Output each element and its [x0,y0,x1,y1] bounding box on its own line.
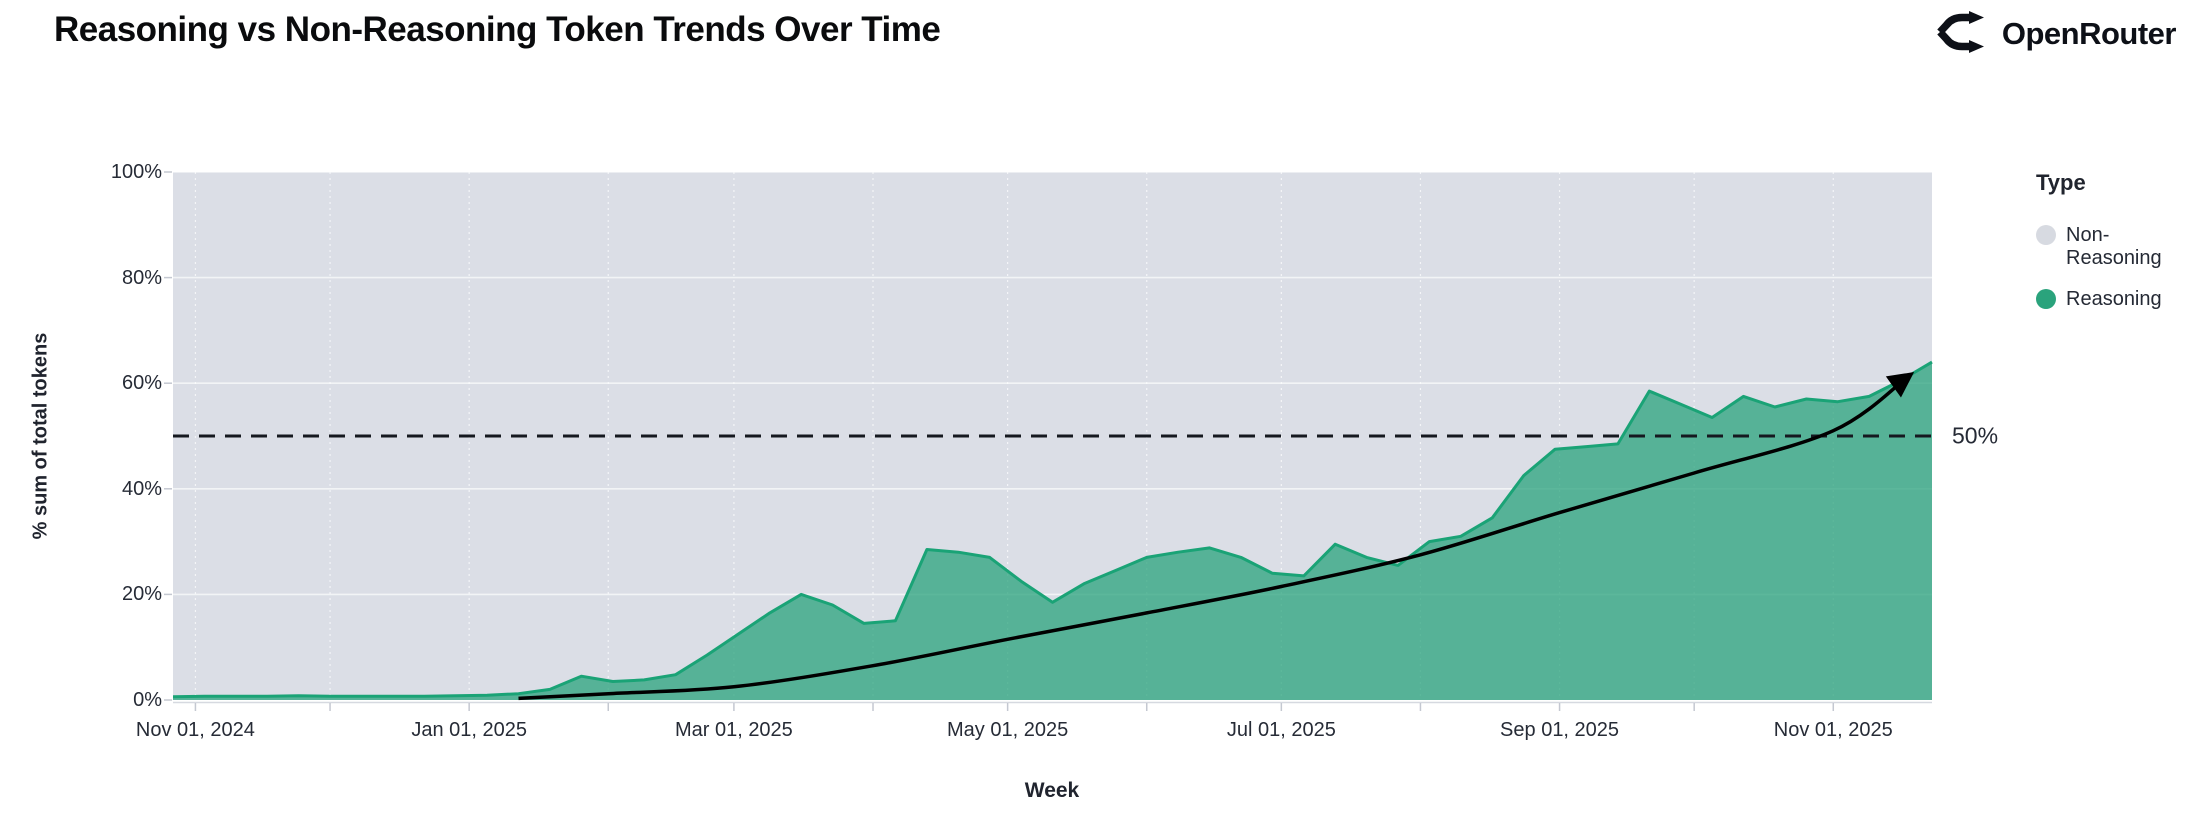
x-tick-label: Nov 01, 2024 [135,719,255,741]
fifty-percent-annotation: 50% [1952,422,1999,449]
y-tick-label: 100% [110,161,162,183]
x-tick-label: Jul 01, 2025 [1226,719,1336,741]
trend-arrow [518,372,1915,701]
chart-legend: Type Non-Reasoning Reasoning [2036,170,2196,329]
y-tick-label: 40% [121,477,162,500]
legend-swatch-non-reasoning [2036,225,2056,245]
reasoning-line [172,360,1933,699]
x-axis-title: Week [1024,779,1080,802]
legend-label-reasoning: Reasoning [2066,288,2162,310]
openrouter-icon [1934,7,1988,62]
legend-swatch-reasoning [2036,289,2056,309]
reasoning-area [173,362,1932,700]
brand-logo: OpenRouter [1934,7,2177,62]
x-tick-label: Sep 01, 2025 [1500,719,1620,741]
x-tick-label: Mar 01, 2025 [674,719,793,741]
y-tick-label: 0% [133,689,162,711]
legend-item-non-reasoning[interactable]: Non-Reasoning [2036,224,2196,270]
y-tick-label: 80% [121,266,162,289]
legend-title: Type [2036,170,2086,195]
brand-name: OpenRouter [2001,16,2177,51]
x-tick-label: May 01, 2025 [947,719,1069,741]
y-tick-label: 20% [121,583,162,606]
x-tick-label: Nov 01, 2025 [1773,719,1893,741]
legend-label-non-reasoning: Non-Reasoning [2066,224,2162,269]
y-tick-label: 60% [121,372,162,395]
legend-item-reasoning[interactable]: Reasoning [2036,288,2196,311]
page-title: Reasoning vs Non-Reasoning Token Trends … [54,10,941,49]
x-tick-label: Jan 01, 2025 [411,719,527,741]
y-axis-title: % sum of total tokens [29,332,52,540]
